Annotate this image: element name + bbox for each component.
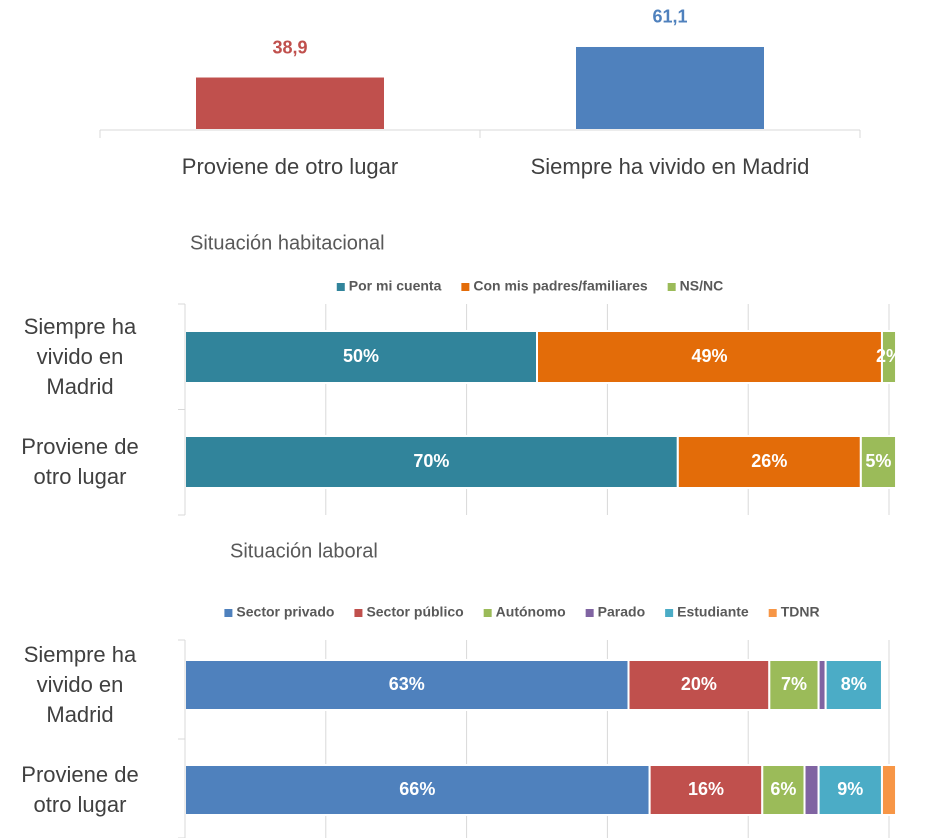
bar-segment (803, 764, 820, 816)
legend-label: TDNR (781, 604, 820, 620)
legend-label: Estudiante (677, 604, 749, 620)
legend: Por mi cuenta Con mis padres/familiares NS… (336, 278, 724, 294)
chart-title: Situación habitacional (190, 232, 385, 254)
value-label: 38,9 (272, 37, 307, 57)
bar-segment (824, 659, 883, 711)
value-label: 61,1 (652, 7, 687, 27)
legend-label: Sector público (366, 604, 463, 620)
value-label: 2% (876, 346, 902, 366)
bar-segment (761, 764, 806, 816)
y-tick-label: Siempre ha vivido en Madrid (23, 314, 137, 399)
value-label: 63% (389, 674, 425, 694)
value-label: 8% (841, 674, 867, 694)
value-label: 66% (399, 779, 435, 799)
value-label: 6% (770, 779, 796, 799)
bar-segment (184, 435, 679, 489)
value-label: 20% (681, 674, 717, 694)
legend-label: Por mi cuenta (349, 278, 442, 294)
bar-segment (536, 330, 883, 384)
legend-label: Autónomo (496, 604, 566, 620)
value-label: 49% (691, 346, 727, 366)
y-tick-label: Siempre ha vivido en Madrid (23, 642, 137, 727)
x-tick-label: Siempre ha vivido en Madrid (531, 154, 810, 179)
legend-swatch (585, 609, 594, 617)
bar (194, 75, 386, 131)
value-label: 9% (837, 779, 863, 799)
bar-segment (817, 659, 827, 711)
y-tick-label: Proviene de otro lugar (21, 434, 139, 489)
bar-segment (676, 435, 862, 489)
legend-label: Sector privado (236, 604, 334, 620)
chart-title: Situación laboral (230, 540, 378, 562)
legend-swatch (665, 609, 674, 617)
legend-swatch (483, 609, 492, 617)
legend-label: NS/NC (680, 278, 724, 294)
value-label: 7% (781, 674, 807, 694)
legend-swatch (461, 283, 470, 291)
value-label: 50% (343, 346, 379, 366)
bar-segment (627, 659, 771, 711)
legend-label: Con mis padres/familiares (473, 278, 648, 294)
value-label: 5% (865, 451, 891, 471)
legend-swatch (336, 283, 345, 291)
legend: Sector privado Sector público Autónomo Para… (224, 604, 820, 620)
value-label: 16% (688, 779, 724, 799)
bar (574, 44, 766, 131)
legend-swatch (667, 283, 676, 291)
bar-segment (859, 435, 898, 489)
bar-segment (817, 764, 883, 816)
bar-segment (880, 330, 898, 384)
legend-swatch (354, 609, 363, 617)
legend-swatch (224, 609, 233, 617)
value-label: 70% (413, 451, 449, 471)
bar-segment (880, 764, 898, 816)
legend-swatch (768, 609, 777, 617)
bar-segment (184, 659, 630, 711)
value-label: 26% (751, 451, 787, 471)
legend-label: Parado (598, 604, 645, 620)
y-tick-label: Proviene de otro lugar (21, 762, 139, 817)
x-tick-label: Proviene de otro lugar (182, 154, 398, 179)
